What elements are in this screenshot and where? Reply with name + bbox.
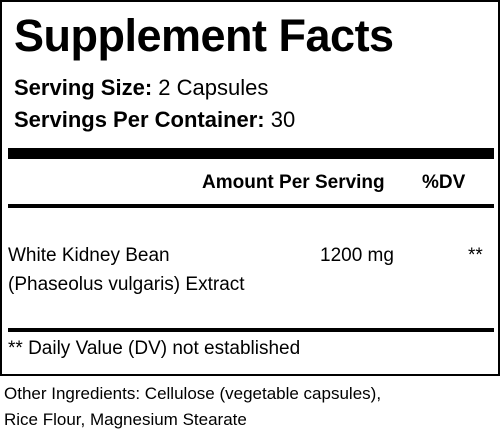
supplement-facts-panel: Supplement Facts Serving Size: 2 Capsule… bbox=[0, 0, 500, 376]
header-divider bbox=[8, 204, 494, 208]
servings-per-container-label: Servings Per Container: bbox=[14, 107, 265, 132]
other-ingredients-line-2: Rice Flour, Magnesium Stearate bbox=[4, 410, 247, 429]
servings-per-container-line: Servings Per Container: 30 bbox=[14, 106, 295, 134]
panel-title: Supplement Facts bbox=[14, 10, 394, 61]
ingredient-daily-value: ** bbox=[468, 245, 483, 266]
serving-size-line: Serving Size: 2 Capsules bbox=[14, 74, 268, 102]
other-ingredients-line-1: Other Ingredients: Cellulose (vegetable … bbox=[4, 384, 382, 403]
serving-size-label: Serving Size: bbox=[14, 75, 153, 100]
thick-divider bbox=[8, 148, 494, 159]
ingredient-name: White Kidney Bean (Phaseolus vulgaris) E… bbox=[8, 241, 245, 299]
serving-size-value: 2 Capsules bbox=[158, 75, 269, 100]
other-ingredients: Other Ingredients: Cellulose (vegetable … bbox=[4, 381, 381, 433]
footer-divider bbox=[8, 328, 494, 332]
daily-value-footnote: ** Daily Value (DV) not established bbox=[8, 338, 301, 359]
ingredient-amount: 1200 mg bbox=[320, 245, 394, 266]
ingredient-name-line-2: (Phaseolus vulgaris) Extract bbox=[8, 274, 245, 295]
ingredient-name-line-1: White Kidney Bean bbox=[8, 245, 170, 266]
servings-per-container-value: 30 bbox=[270, 107, 296, 132]
daily-value-header: %DV bbox=[422, 172, 466, 193]
amount-per-serving-header: Amount Per Serving bbox=[202, 172, 385, 193]
